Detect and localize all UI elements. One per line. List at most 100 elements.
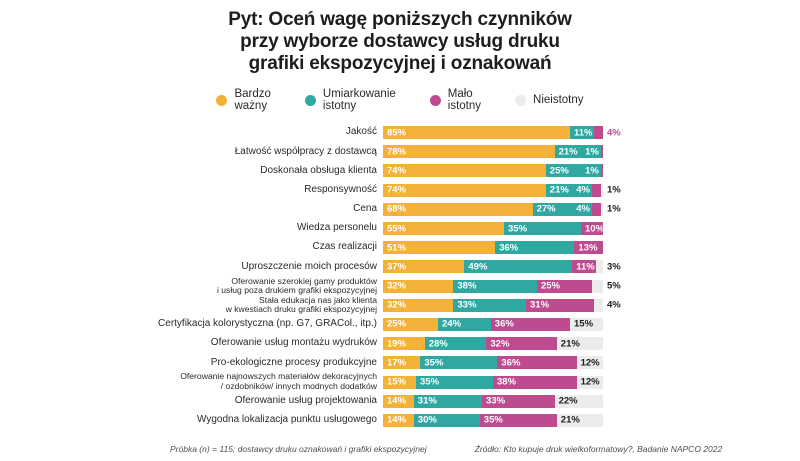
value-label: 30% — [417, 414, 437, 426]
bar-segment-nieistotny — [600, 202, 603, 216]
category-label: Doskonała obsługa klienta — [260, 164, 377, 176]
chart-row: Pro-ekologiczne procesy produkcyjne 17% 35… — [148, 353, 800, 372]
bar-segment-umiarkowanie-istotny — [545, 164, 601, 178]
value-label: 4% — [607, 127, 621, 139]
value-label: 68% — [387, 203, 407, 215]
bar-segment-bardzo-wazny — [383, 222, 504, 236]
stacked-bar: 14% 30% 35% 21% — [383, 413, 603, 427]
stacked-bar: 25% 24% 36% 15% — [383, 317, 603, 331]
value-label: 4% — [576, 184, 590, 196]
chart-row: Czas realizacji 51% 36% 13% — [148, 238, 800, 257]
value-label: 17% — [387, 357, 407, 369]
chart-row: Cena 68% 27% 4% 1% — [148, 200, 800, 219]
category-label: Cena — [353, 203, 377, 215]
value-label: 22% — [558, 395, 578, 407]
category-label: Uproszczenie moich procesów — [241, 260, 377, 272]
category-label: Wygodna lokalizacja punktu usługowego — [196, 414, 377, 426]
chart-row: Łatwość współpracy z dostawcą 78% 21% 1% — [148, 142, 800, 161]
bar-segment-nieistotny — [576, 356, 603, 370]
bar-segment-malo-istotny — [592, 183, 601, 197]
source-note: Źródło: Kto kupuje druk wielkoformatowy?… — [474, 444, 723, 454]
bar-segment-umiarkowanie-istotny — [504, 222, 581, 236]
stacked-bar: 32% 38% 25% 5% — [383, 279, 621, 293]
stacked-bar: 51% 36% 13% — [383, 241, 603, 255]
value-label: 12% — [580, 357, 600, 369]
bar-segment-bardzo-wazny — [383, 356, 421, 370]
bar-segment-bardzo-wazny — [383, 394, 414, 408]
value-label: 21% — [549, 184, 569, 196]
value-label: 36% — [494, 318, 514, 330]
value-label: 25% — [549, 165, 569, 177]
value-label: 55% — [387, 223, 407, 235]
bar-segment-bardzo-wazny — [383, 241, 496, 255]
bar-segment-bardzo-wazny — [383, 413, 414, 427]
bar-segment-nieistotny — [594, 298, 603, 312]
chart-row: Uproszczenie moich procesów 37% 49% 11% 3% — [148, 257, 800, 276]
stacked-bar: 19% 28% 32% 21% — [383, 337, 603, 351]
bar-segment-malo-istotny — [526, 298, 595, 312]
value-label: 21% — [560, 338, 580, 350]
chart-row: Doskonała obsługa klienta 74% 25% 1% — [148, 161, 800, 180]
bar-segment-malo-istotny — [592, 202, 601, 216]
chart-row: Jakość 85% 11% 4% — [148, 123, 800, 142]
value-label: 85% — [387, 127, 407, 139]
bar-segment-malo-istotny — [600, 145, 603, 159]
value-label: 24% — [442, 318, 462, 330]
chart-row: Responsywność 74% 21% 4% 1% — [148, 181, 800, 200]
bar-segment-umiarkowanie-istotny — [438, 317, 491, 331]
stacked-bar: 17% 35% 36% 12% — [383, 356, 603, 370]
bar-segment-malo-istotny — [493, 375, 577, 389]
legend-dot-icon — [216, 94, 228, 106]
legend-dot-icon — [429, 94, 441, 106]
bar-segment-bardzo-wazny — [383, 145, 555, 159]
legend-label: Bardzo ważny — [234, 88, 271, 112]
bar-segment-bardzo-wazny — [383, 202, 533, 216]
bar-segment-nieistotny — [554, 394, 603, 408]
value-label: 49% — [468, 261, 488, 273]
value-label: 74% — [387, 165, 407, 177]
bar-segment-malo-istotny — [486, 337, 557, 351]
bar-segment-malo-istotny — [572, 260, 597, 274]
stacked-bar: 37% 49% 11% 3% — [383, 260, 621, 274]
value-label: 14% — [387, 414, 407, 426]
bar-segment-umiarkowanie-istotny — [424, 337, 487, 351]
stacked-bar: 78% 21% 1% — [383, 145, 603, 159]
value-label: 28% — [428, 338, 448, 350]
value-label: 15% — [387, 376, 407, 388]
value-label: 14% — [387, 395, 407, 407]
category-label: Certyfikacja kolorystyczna (np. G7, GRAC… — [158, 318, 377, 330]
stacked-bar: 74% 25% 1% — [383, 164, 603, 178]
chart-row: Oferowanie najnowszych materiałów dekora… — [148, 372, 800, 391]
footnotes: Próbka (n) = 115; dostawcy druku oznakow… — [170, 444, 722, 454]
category-label: Oferowanie usług projektowania — [234, 394, 377, 406]
value-label: 25% — [387, 318, 407, 330]
bar-segment-umiarkowanie-istotny — [545, 183, 592, 197]
value-label: 35% — [424, 357, 444, 369]
bar-segment-umiarkowanie-istotny — [495, 241, 575, 255]
value-label: 32% — [490, 338, 510, 350]
bar-segment-bardzo-wazny — [383, 164, 546, 178]
chart-row: Oferowanie szerokiej gamy produktów i us… — [148, 276, 800, 296]
value-label: 78% — [387, 146, 407, 158]
value-label: 32% — [387, 299, 407, 311]
bar-segment-malo-istotny — [600, 164, 603, 178]
value-label: 1% — [607, 184, 621, 196]
bar-segment-bardzo-wazny — [383, 337, 425, 351]
bar-segment-malo-istotny — [490, 317, 570, 331]
bar-segment-nieistotny — [556, 413, 603, 427]
chart-row: Oferowanie usług montażu wydruków 19% 28% 3… — [148, 334, 800, 353]
stacked-bar: 55% 35% 10% — [383, 222, 604, 236]
bar-segment-bardzo-wazny — [383, 375, 416, 389]
stacked-bar: 68% 27% 4% 1% — [383, 202, 621, 216]
legend-label: Umiarkowanie istotny — [322, 88, 396, 112]
bar-segment-malo-istotny — [479, 413, 557, 427]
category-label: Wiedza personelu — [296, 222, 377, 234]
value-label: 4% — [576, 203, 590, 215]
bar-segment-bardzo-wazny — [383, 298, 454, 312]
bar-segment-malo-istotny — [497, 356, 577, 370]
chart-row: Certyfikacja kolorystyczna (np. G7, GRAC… — [148, 315, 800, 334]
stacked-bar: 15% 35% 38% 12% — [383, 375, 603, 389]
stacked-bar: 32% 33% 31% 4% — [383, 298, 621, 312]
category-label: Responsywność — [304, 183, 377, 195]
bar-segment-umiarkowanie-istotny — [416, 375, 493, 389]
